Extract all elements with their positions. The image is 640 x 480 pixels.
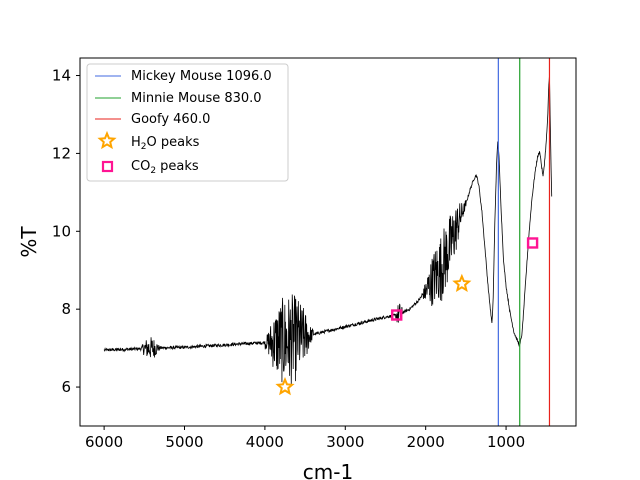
y-tick-label: 6: [61, 378, 71, 396]
legend-label-co2: CO2 peaks: [131, 159, 199, 176]
legend-label-h2o: H2O peaks: [131, 135, 200, 152]
x-tick-label: 1000: [487, 433, 525, 451]
h2o-peak-marker: [452, 273, 472, 293]
legend-label-mickey: Mickey Mouse 1096.0: [131, 69, 272, 84]
h2o-peak-marker: [275, 376, 295, 396]
plot-frame: [79, 57, 577, 427]
plot-content: [103, 58, 553, 426]
co2-peak-marker: [526, 237, 539, 249]
peak-markers: [275, 237, 539, 396]
x-axis-label: cm-1: [303, 460, 353, 480]
co2-peak-marker: [391, 309, 403, 321]
legend: Mickey Mouse 1096.0 Minnie Mouse 830.0 G…: [86, 63, 289, 182]
reference-lines: [497, 58, 551, 426]
x-tick-label: 6000: [85, 433, 123, 451]
x-axis: 6000 5000 4000 3000 2000 1000: [85, 426, 525, 451]
x-tick-label: 3000: [326, 433, 364, 451]
y-axis-label: %T: [17, 226, 41, 258]
legend-label-goofy: Goofy 460.0: [131, 112, 210, 127]
x-tick-label: 5000: [165, 433, 203, 451]
y-tick-label: 8: [61, 300, 71, 318]
legend-star-icon: [97, 130, 117, 150]
y-tick-label: 12: [52, 144, 71, 162]
y-tick-label: 14: [52, 67, 71, 85]
spectrum-line: [103, 75, 553, 386]
x-tick-label: 2000: [407, 433, 445, 451]
x-tick-label: 4000: [246, 433, 284, 451]
y-tick-label: 10: [52, 222, 71, 240]
legend-label-minnie: Minnie Mouse 830.0: [131, 91, 262, 106]
legend-frame: [86, 63, 289, 182]
legend-square-icon: [101, 160, 114, 173]
y-axis: 6 8 10 12 14: [52, 67, 80, 396]
